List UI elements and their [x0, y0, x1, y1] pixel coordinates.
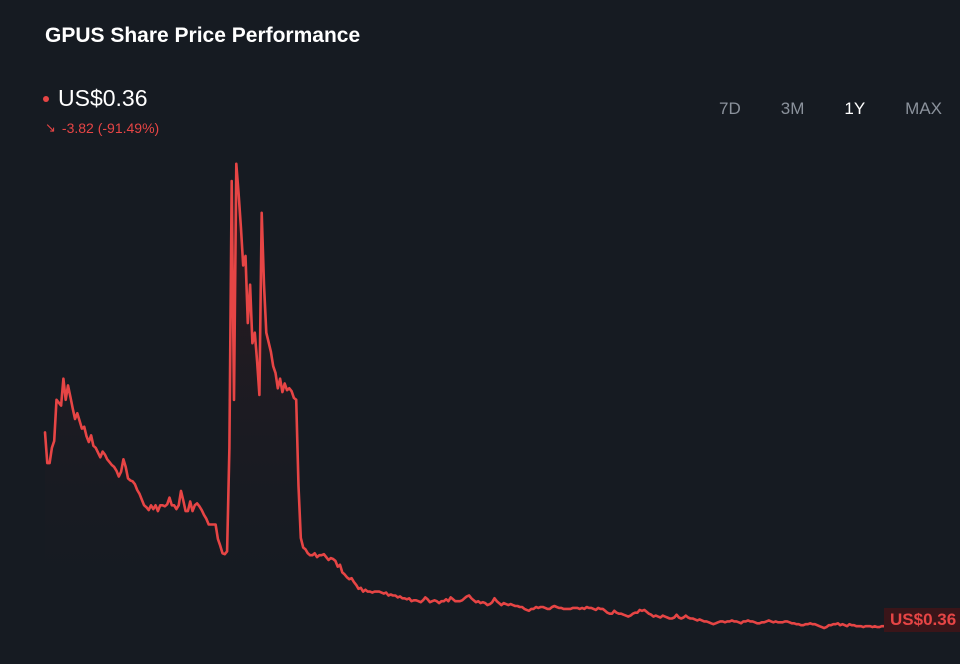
red-dot-icon	[43, 95, 49, 102]
chart-title: GPUS Share Price Performance	[45, 24, 361, 47]
tab-1y[interactable]: 1Y	[844, 99, 866, 118]
tab-max[interactable]: MAX	[905, 99, 942, 118]
price-change-value: -3.82 (-91.49%)	[61, 120, 160, 136]
price-change: ↘ -3.82 (-91.49%)	[45, 120, 159, 136]
price-area-fill	[45, 163, 884, 629]
arrow-down-right-icon: ↘	[45, 120, 56, 135]
tab-3m[interactable]: 3M	[780, 99, 805, 118]
price-value: US$0.36	[58, 85, 148, 111]
last-price-label: US$0.36	[884, 608, 960, 632]
tab-7d[interactable]: 7D	[719, 99, 741, 118]
price-line	[43, 162, 886, 630]
period-tabs: 7D 3M 1Y MAX	[679, 99, 942, 119]
current-price: US$0.36	[43, 85, 148, 112]
